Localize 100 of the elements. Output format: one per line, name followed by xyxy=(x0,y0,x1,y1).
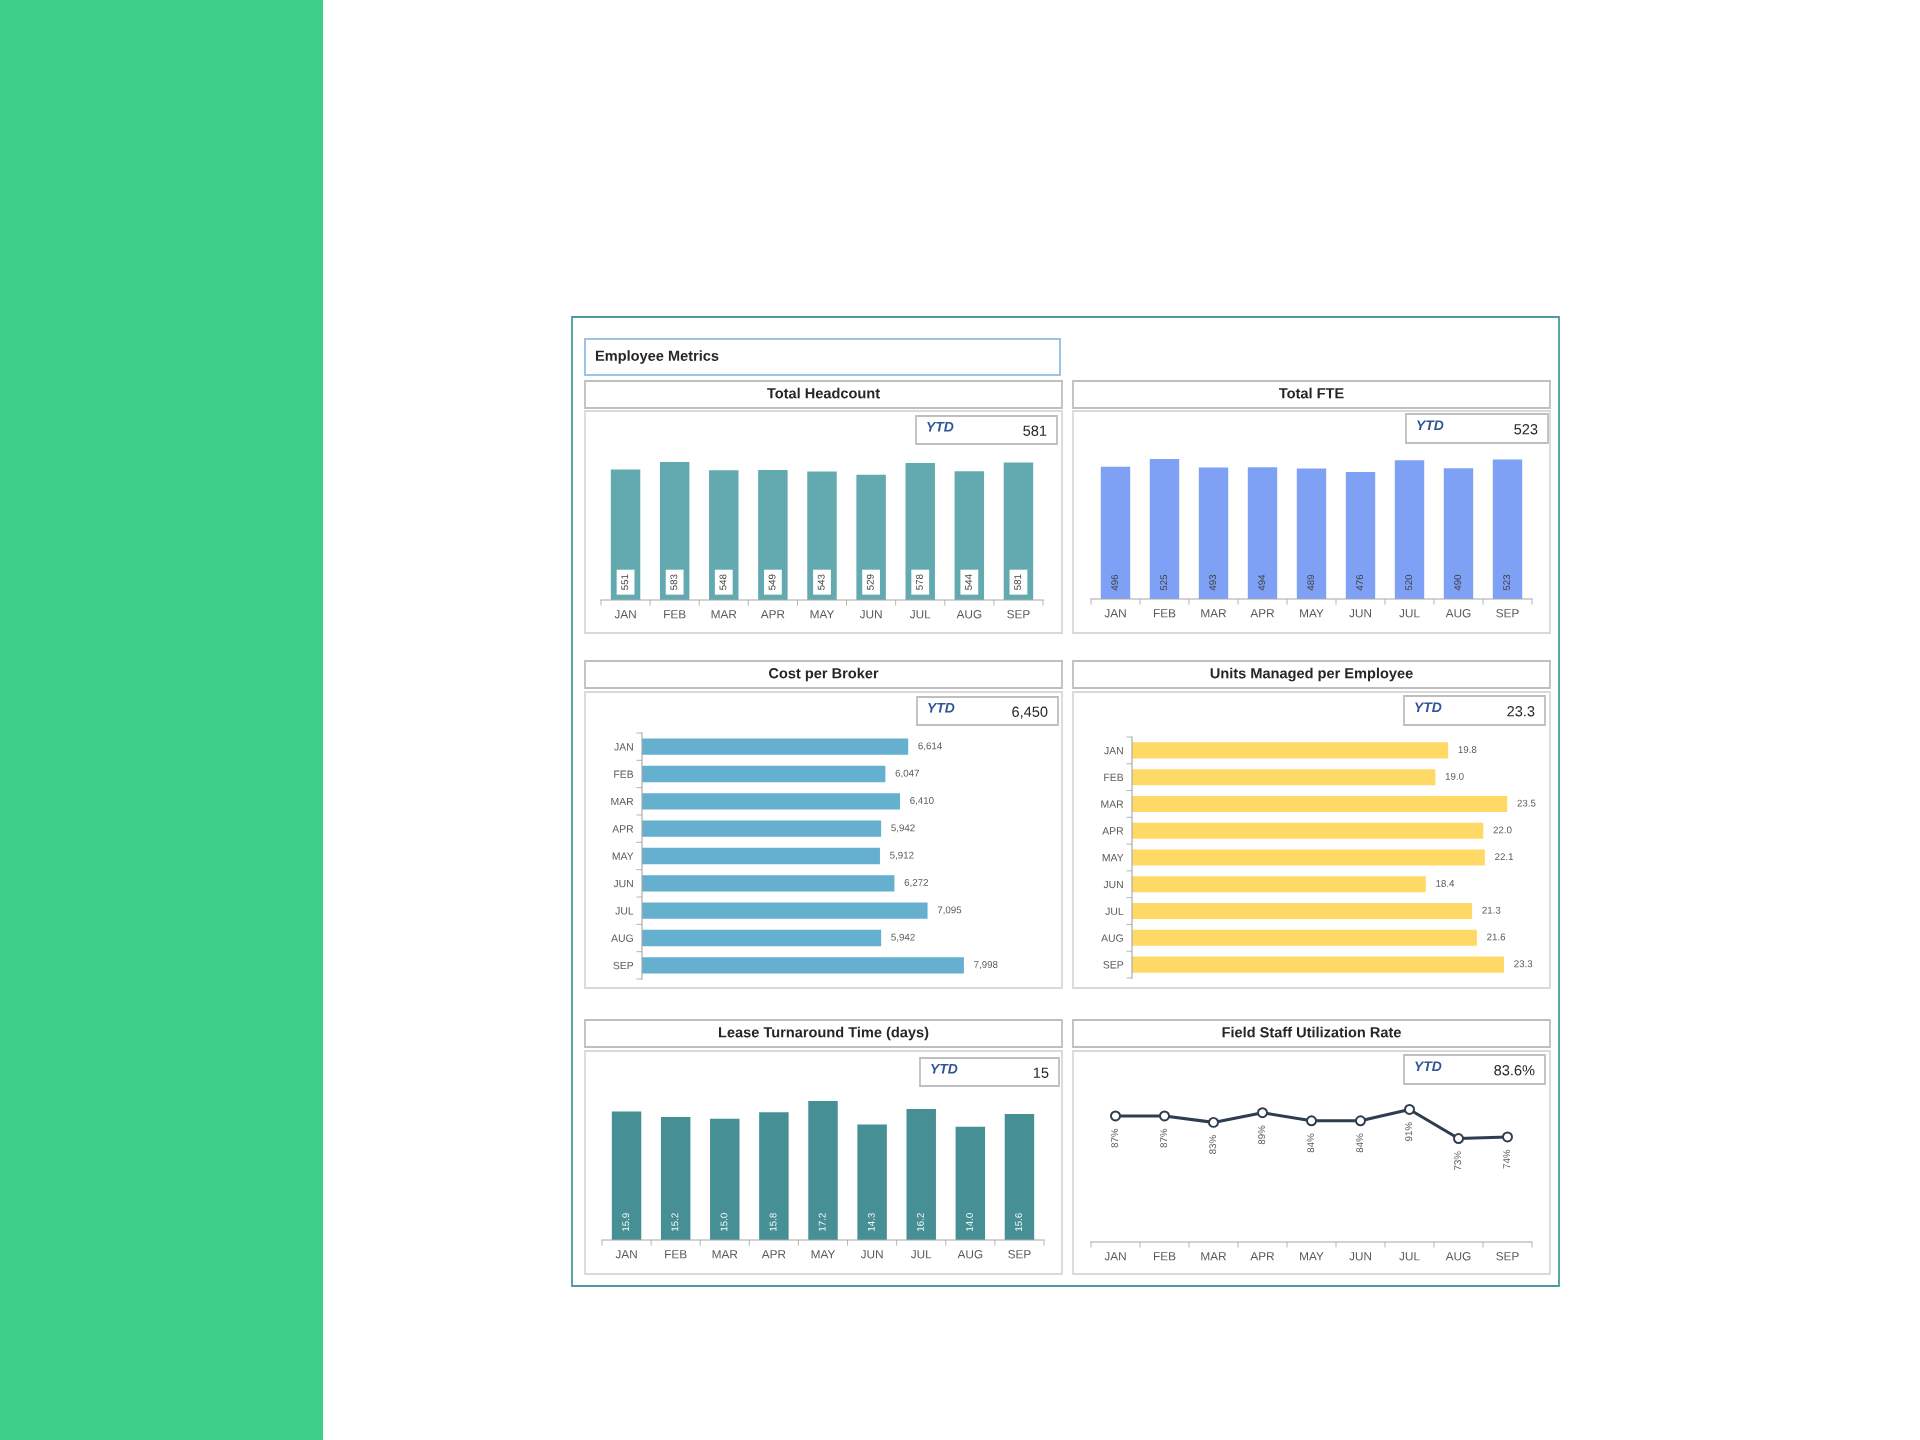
x-tick-label: FEB xyxy=(1153,1252,1176,1261)
x-tick-label: JUN xyxy=(859,610,882,619)
y-tick-label: JAN xyxy=(614,743,633,751)
bar xyxy=(1003,462,1034,600)
bar xyxy=(1132,795,1508,812)
y-tick-label: JUL xyxy=(615,907,634,915)
y-tick-label: APR xyxy=(1102,827,1124,835)
x-tick-label: SEP xyxy=(1007,610,1030,619)
data-label: 5,942 xyxy=(891,824,915,833)
x-tick-label: AUG xyxy=(1445,1252,1471,1261)
data-label: 544 xyxy=(965,574,972,590)
data-label: 529 xyxy=(866,574,874,590)
data-label: 21.6 xyxy=(1487,933,1506,941)
text: YTD xyxy=(1417,420,1444,431)
bar xyxy=(642,902,928,919)
data-label: 84% xyxy=(1356,1133,1364,1153)
x-tick-label: JUN xyxy=(860,1250,883,1259)
bar xyxy=(642,929,882,947)
data-label: 22.1 xyxy=(1495,853,1514,861)
bar xyxy=(1100,466,1131,599)
x-tick-label: APR xyxy=(1250,609,1275,618)
bar xyxy=(1296,468,1327,599)
data-label: 476 xyxy=(1356,574,1364,591)
x-tick-label: MAY xyxy=(811,1250,836,1259)
x-tick-label: FEB xyxy=(665,1250,687,1259)
data-label: 551 xyxy=(621,574,629,590)
data-label: 15.8 xyxy=(769,1213,777,1231)
text: YTD xyxy=(1415,1061,1442,1072)
data-label: 523 xyxy=(1503,574,1511,591)
data-label: 494 xyxy=(1258,574,1266,591)
bar xyxy=(856,474,886,600)
data-label: 22.0 xyxy=(1493,826,1512,834)
text: Employee Metrics xyxy=(595,350,719,364)
text: YTD xyxy=(927,422,954,432)
point xyxy=(1110,1110,1121,1122)
data-label: 84% xyxy=(1307,1133,1315,1153)
text: 6,450 xyxy=(1012,706,1048,719)
bar xyxy=(906,1109,936,1240)
x-tick-label: SEP xyxy=(1496,609,1519,618)
data-label: 6,410 xyxy=(910,797,934,806)
x-tick-label: SEP xyxy=(1496,1252,1519,1261)
x-tick-label: APR xyxy=(1250,1252,1275,1261)
data-label: 6,272 xyxy=(904,879,928,888)
x-tick-label: JUN xyxy=(1349,1252,1372,1261)
data-label: 17.2 xyxy=(818,1213,826,1231)
data-label: 493 xyxy=(1209,574,1217,591)
bar xyxy=(758,469,788,600)
bar xyxy=(1132,769,1436,786)
x-tick-label: MAY xyxy=(1300,1252,1324,1261)
x-tick-label: SEP xyxy=(1008,1250,1031,1259)
data-label: 87% xyxy=(1160,1128,1168,1148)
x-tick-label: MAR xyxy=(711,610,737,619)
bar xyxy=(1132,876,1426,893)
data-label: 496 xyxy=(1111,574,1119,591)
y-tick-label: JUL xyxy=(1105,907,1124,915)
data-label: 15.6 xyxy=(1015,1213,1023,1231)
data-label: 5,912 xyxy=(890,851,914,860)
bar xyxy=(642,738,909,755)
x-tick-label: AUG xyxy=(957,1250,983,1259)
bar xyxy=(1492,459,1523,599)
bar xyxy=(1132,929,1477,946)
data-label: 14.3 xyxy=(867,1213,875,1231)
bar xyxy=(1132,849,1485,866)
text: 23.3 xyxy=(1507,706,1535,717)
data-label: 548 xyxy=(719,574,727,590)
data-label: 490 xyxy=(1454,574,1462,591)
point xyxy=(1453,1133,1464,1145)
bar xyxy=(1198,467,1229,599)
bar xyxy=(857,1124,887,1240)
data-label: 15.2 xyxy=(671,1213,679,1231)
y-tick-label: MAR xyxy=(1101,800,1124,808)
point xyxy=(1502,1131,1513,1143)
data-label: 74% xyxy=(1503,1149,1511,1169)
bar xyxy=(610,469,641,600)
y-tick-label: MAY xyxy=(1102,854,1124,862)
bar xyxy=(611,1111,642,1240)
y-tick-label: SEP xyxy=(1103,961,1124,969)
data-label: 549 xyxy=(768,574,776,590)
data-label: 543 xyxy=(817,574,825,590)
bar xyxy=(1394,460,1425,599)
y-tick-label: MAR xyxy=(611,797,634,806)
data-label: 23.5 xyxy=(1517,799,1536,807)
y-tick-label: FEB xyxy=(1104,773,1124,781)
data-label: 5,942 xyxy=(891,933,915,942)
x-tick-label: MAR xyxy=(712,1250,738,1259)
data-label: 83% xyxy=(1209,1135,1217,1154)
bar xyxy=(1132,956,1505,973)
x-tick-label: FEB xyxy=(1153,609,1176,618)
text: 83.6% xyxy=(1494,1065,1535,1076)
data-label: 91% xyxy=(1405,1122,1413,1141)
y-tick-label: APR xyxy=(612,825,634,833)
point xyxy=(1208,1116,1219,1128)
chart-title: Total Headcount xyxy=(767,387,880,399)
bar xyxy=(660,1117,691,1240)
bar xyxy=(1247,467,1278,599)
text: 523 xyxy=(1514,424,1538,435)
point xyxy=(1257,1107,1268,1119)
y-tick-label: FEB xyxy=(614,770,634,778)
data-label: 7,998 xyxy=(974,961,998,970)
y-tick-label: JUN xyxy=(1103,880,1123,889)
